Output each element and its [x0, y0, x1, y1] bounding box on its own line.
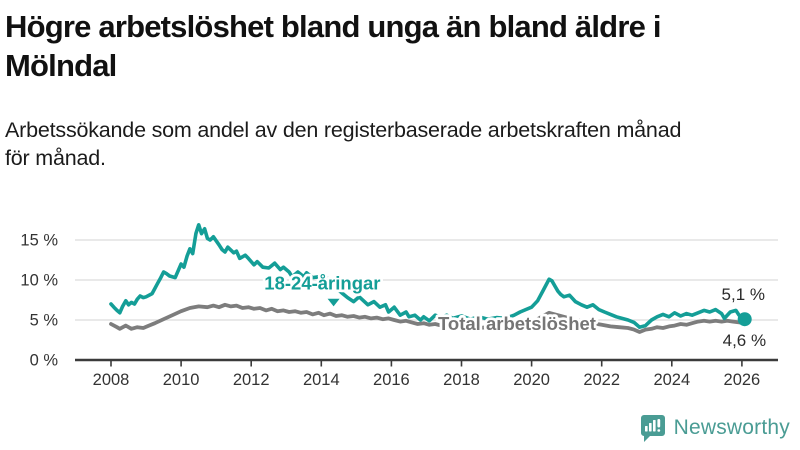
page-title-line1: Högre arbetslöshet bland unga än bland ä… — [5, 9, 661, 44]
x-tick-label: 2018 — [443, 371, 480, 389]
brand-wordmark: Newsworthy — [673, 416, 790, 439]
y-tick-label: 15 % — [20, 232, 58, 250]
series-label: 18-24-åringar — [264, 273, 380, 294]
series-line — [109, 223, 747, 330]
series-end-dot — [737, 312, 752, 327]
chart-subtitle: Arbetssökande som andel av den registerb… — [5, 116, 790, 173]
y-tick-label: 10 % — [20, 272, 58, 290]
newsworthy-logo[interactable]: Newsworthy — [640, 414, 790, 442]
arrow-down-icon — [327, 298, 340, 307]
x-tick-label: 2012 — [233, 371, 270, 389]
x-tick-label: 2024 — [653, 371, 690, 389]
chart-subtitle-line2: för månad. — [5, 146, 106, 171]
x-tick-label: 2014 — [303, 371, 340, 389]
x-tick-label: 2022 — [583, 371, 620, 389]
y-tick-label: 0 % — [30, 352, 59, 370]
y-tick-label: 5 % — [30, 312, 59, 330]
x-tick-label: 2020 — [513, 371, 550, 389]
x-tick-label: 2010 — [163, 371, 200, 389]
newsworthy-logo-icon — [640, 414, 666, 442]
page-title-line2: Mölndal — [5, 47, 117, 83]
end-value-label: 4,6 % — [723, 331, 766, 350]
x-tick-label: 2016 — [373, 371, 410, 389]
page-title: Högre arbetslöshet bland unga än bland ä… — [5, 8, 760, 86]
series-line — [109, 302, 747, 334]
series-label: Total arbetslöshet — [438, 313, 596, 334]
end-value-label: 5,1 % — [722, 285, 765, 304]
x-tick-label: 2026 — [724, 371, 761, 389]
chart-subtitle-line1: Arbetssökande som andel av den registerb… — [5, 117, 682, 142]
x-tick-label: 2008 — [93, 371, 130, 389]
chart-header: Högre arbetslöshet bland unga än bland ä… — [0, 0, 800, 173]
